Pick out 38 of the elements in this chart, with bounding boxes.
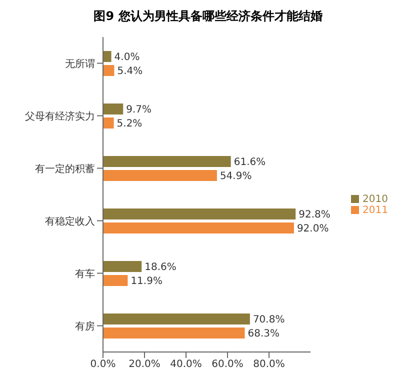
data-label: 70.8% bbox=[252, 314, 285, 326]
y-tick-label: 有车 bbox=[75, 268, 95, 280]
data-label: 5.4% bbox=[117, 66, 143, 77]
y-tick-label: 有稳定收入 bbox=[45, 215, 95, 228]
y-tick-label: 无所谓 bbox=[65, 58, 95, 70]
y-tick-label: 有一定的积蓄 bbox=[35, 162, 95, 175]
bar bbox=[103, 104, 124, 114]
data-label: 54.9% bbox=[220, 171, 252, 182]
bar bbox=[103, 65, 114, 76]
bar bbox=[103, 222, 294, 234]
bar bbox=[103, 275, 128, 286]
data-label: 61.6% bbox=[234, 157, 266, 168]
bar bbox=[103, 261, 142, 272]
data-label: 4.0% bbox=[114, 52, 140, 63]
x-tick-label: 0.0% bbox=[90, 359, 116, 370]
x-tick-label: 60.0% bbox=[212, 359, 244, 370]
bar bbox=[103, 118, 114, 128]
data-label: 92.8% bbox=[298, 210, 330, 220]
y-tick-label: 父母有经济实力 bbox=[25, 110, 95, 122]
x-tick-label: 80.0% bbox=[253, 359, 285, 370]
x-tick-label: 20.0% bbox=[128, 359, 160, 370]
chart-title: 图9 您认为男性具备哪些经济条件才能结婚 bbox=[92, 8, 324, 25]
data-label: 9.7% bbox=[126, 104, 152, 116]
bar bbox=[103, 314, 250, 324]
bar bbox=[103, 51, 112, 62]
x-tick-label: 40.0% bbox=[170, 359, 202, 370]
data-label: 92.0% bbox=[296, 224, 329, 234]
bar bbox=[103, 170, 217, 181]
legend-label: 2011 bbox=[362, 204, 388, 216]
data-label: 5.2% bbox=[116, 118, 142, 130]
data-label: 18.6% bbox=[144, 262, 176, 273]
y-tick-label: 有房 bbox=[75, 320, 95, 332]
bar bbox=[103, 208, 296, 220]
legend-label: 2010 bbox=[362, 194, 388, 204]
data-label: 11.9% bbox=[130, 276, 162, 287]
bar bbox=[103, 156, 231, 167]
bar bbox=[103, 328, 245, 338]
data-label: 68.3% bbox=[248, 328, 280, 340]
